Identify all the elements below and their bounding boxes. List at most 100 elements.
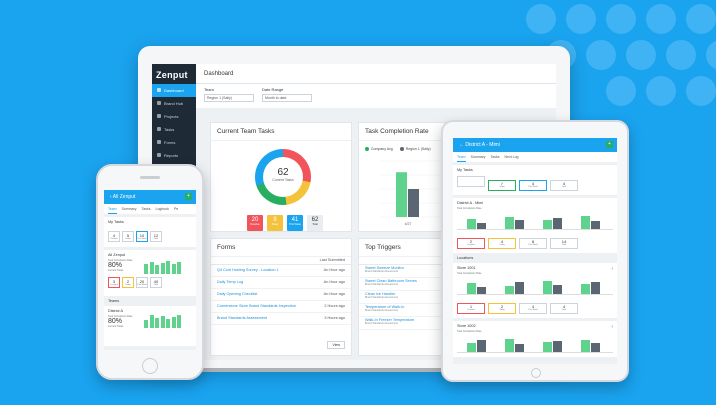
table-row: Daily Temp Log An Hour ago (211, 277, 351, 289)
tablet-home-button[interactable] (531, 368, 541, 378)
stat-total[interactable]: 62 Total (307, 215, 323, 231)
tab-tasks[interactable]: Tasks (141, 207, 151, 211)
section-title: My Tasks (457, 168, 473, 172)
task-count-card[interactable]: 2 Today (122, 277, 134, 288)
back-icon[interactable]: ← (459, 142, 464, 148)
chevron-right-icon[interactable]: › (611, 266, 613, 272)
sidebar-item-forms[interactable]: Forms (152, 136, 196, 149)
table-row: Daily Opening Checklist An Hour ago (211, 289, 351, 301)
store-chart (457, 335, 613, 353)
forms-view-button[interactable]: View (327, 341, 345, 349)
tab-pe[interactable]: Pe (173, 207, 179, 211)
task-count-card[interactable]: 2 Overdue (457, 238, 485, 249)
date-range-select[interactable]: Month to date (262, 94, 312, 102)
trigger-link[interactable]: Sweet Sweeze Monitor (365, 266, 404, 270)
task-count-card[interactable]: 40 Total (150, 277, 162, 288)
count-value: 40 (153, 279, 159, 284)
teams-title: Teams (108, 299, 120, 303)
task-count-card[interactable]: 4 Overdue (108, 231, 120, 242)
page-title: Dashboard (196, 64, 556, 84)
count-label: This Week (528, 309, 538, 311)
task-count-card[interactable]: 14 Total (550, 238, 578, 249)
section-title: My Tasks (108, 220, 124, 224)
count-label: This Week (528, 244, 538, 246)
task-count-card[interactable]: 3 Overdue (108, 277, 120, 288)
task-count-card[interactable]: 4 This Week (519, 303, 547, 314)
store-1002-section[interactable]: Store 1002 › Task Completion Rate (453, 321, 617, 357)
stat-value: 62 (311, 217, 319, 223)
count-label: Today (125, 284, 131, 286)
form-link[interactable]: Daily Opening Checklist (217, 292, 258, 296)
chart-bar (149, 315, 154, 328)
district-chart (457, 212, 613, 230)
phone-header-title: All Zenput (112, 194, 136, 200)
task-count-card[interactable]: 12 Total (150, 231, 162, 242)
task-count-card[interactable]: 5 Today (122, 231, 134, 242)
task-count-card[interactable]: 2 Today (488, 303, 516, 314)
sidebar-item-brand-hub[interactable]: Brand Hub (152, 97, 196, 110)
tablet-district-section: District A - Mimi Task Completion Rate 2… (453, 198, 617, 253)
chart-bar (144, 320, 148, 328)
count-value: 2 (469, 239, 473, 244)
chart-bar (177, 262, 181, 274)
add-icon[interactable]: + (185, 193, 192, 200)
decor-dot (606, 4, 636, 34)
chart-bar (505, 339, 514, 352)
sidebar-item-tasks[interactable]: Tasks (152, 123, 196, 136)
form-link[interactable]: Q4 Cold Holding Survey - Location 1 (217, 268, 279, 272)
count-value: 20 (139, 279, 145, 284)
phone-screen: ‹ All Zenput + Team Summary Tasks Logbook Pe… (104, 190, 196, 350)
chevron-right-icon[interactable]: › (611, 324, 613, 330)
task-count-card[interactable]: 1 Overdue (457, 303, 485, 314)
tab-next-log[interactable]: Next Log (504, 155, 519, 159)
trigger-link[interactable]: Walk-In Freezer Temperature (365, 318, 415, 322)
trigger-link[interactable]: Temperature of Walk-In (365, 305, 405, 309)
task-count-card[interactable]: 4 Total (550, 180, 578, 191)
add-icon[interactable]: + (606, 141, 613, 148)
section-title: All Zenput (108, 253, 126, 257)
trigger-link[interactable]: Clean Ice Handler (365, 292, 396, 296)
task-count-card[interactable]: 4 Today (488, 238, 516, 249)
form-link[interactable]: Cornerstone Store Brand Standards Inspec… (217, 304, 296, 308)
trigger-link[interactable]: Sweet Clean Bathroom Serves (365, 279, 417, 283)
count-label: Today (499, 309, 505, 311)
form-link[interactable]: Daily Temp Log (217, 280, 244, 284)
form-link[interactable]: Brand Standards Assessment (217, 316, 268, 320)
last-submitted: An Hour ago (323, 292, 345, 296)
task-count-card[interactable]: 4 Total (550, 303, 578, 314)
sidebar-item-reports[interactable]: Reports (152, 149, 196, 162)
store-chart (457, 277, 613, 295)
task-count-card[interactable] (457, 176, 485, 187)
tab-tasks[interactable]: Tasks (490, 155, 500, 159)
task-count-card[interactable]: 8 This Week (519, 238, 547, 249)
chart-bar-4/27-0 (396, 172, 407, 217)
back-icon[interactable]: ‹ (110, 194, 112, 200)
stat-overdue[interactable]: 20 Overdue (247, 215, 263, 231)
district-section[interactable]: District A Task Completion Rate 80% Curr… (104, 306, 196, 346)
tab-summary[interactable]: Summary (121, 207, 137, 211)
task-count-card[interactable]: 4 This Week (519, 180, 547, 191)
stat-today[interactable]: 8 Today (267, 215, 283, 231)
count-value: 14 (561, 239, 567, 244)
chart-bar (467, 219, 476, 229)
sidebar-item-projects[interactable]: Projects (152, 110, 196, 123)
stat-this-week[interactable]: 41 This Week (287, 215, 303, 231)
chart-bar (467, 283, 476, 294)
phone-home-button[interactable] (142, 358, 158, 374)
table-row: Cornerstone Store Brand Standards Inspec… (211, 301, 351, 313)
count-label: Today (499, 186, 505, 188)
task-count-card[interactable]: 10 This Week (136, 231, 148, 242)
last-submitted: 2 Hours ago (324, 304, 345, 308)
task-count-card[interactable]: 20 This Week (136, 277, 148, 288)
tab-team[interactable]: Team (108, 207, 117, 214)
tab-team[interactable]: Team (457, 155, 466, 162)
team-select[interactable]: Region 1 (Sally) (204, 94, 254, 102)
store-1001-section[interactable]: Store 1001 › Task Completion Rate 1 Overd… (453, 263, 617, 318)
tab-summary[interactable]: Summary (470, 155, 486, 159)
chart-bar (505, 286, 514, 294)
sidebar-item-dashboard[interactable]: Dashboard (152, 84, 196, 97)
task-count-card[interactable]: ✓ Today (488, 180, 516, 191)
tab-logbook[interactable]: Logbook (155, 207, 169, 211)
tablet-tabs: Team Summary Tasks Next Log (453, 152, 617, 162)
card-title: Task Completion Rate (359, 123, 499, 141)
